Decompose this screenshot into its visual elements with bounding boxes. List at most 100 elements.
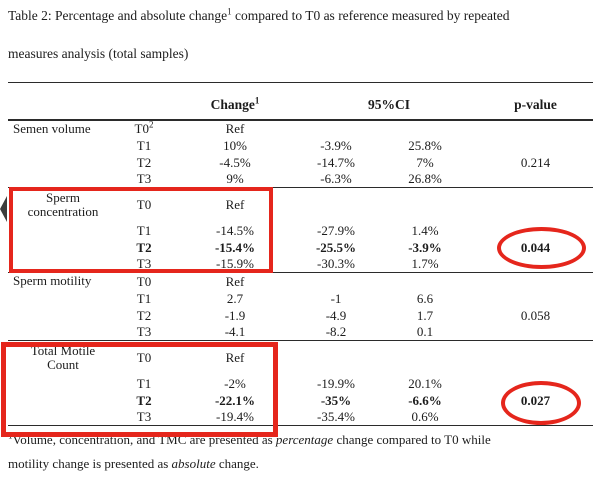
caption-superscript: 1 <box>227 6 232 17</box>
cell-change: 9% <box>226 171 244 187</box>
cell-parameter-label <box>8 239 118 256</box>
col-header-ci: 95%CI <box>368 96 411 112</box>
cell-pvalue <box>478 171 593 188</box>
cell-ci-low: -35.4% <box>317 409 355 425</box>
cell-change: Ref <box>225 273 245 289</box>
cell-ci-high: 6.6 <box>416 290 434 306</box>
cell-timepoint: T1 <box>136 375 152 391</box>
table-row: T1 2.7 -1 6.6 <box>8 290 593 307</box>
cell-ci-low: -30.3% <box>317 256 355 272</box>
results-table: Change1 95%CI p-value Semen volume T02 Ref… <box>8 82 594 426</box>
cell-ci-high: -3.9% <box>408 239 442 255</box>
cell-timepoint: T1 <box>136 222 152 238</box>
table-header: Change1 95%CI p-value <box>8 83 594 120</box>
table-row: Sperm motility T0 Ref <box>8 273 593 290</box>
cell-parameter-label <box>8 375 118 392</box>
cell-timepoint: T3 <box>136 409 152 425</box>
cell-ci-low <box>300 341 372 375</box>
header-row: Change1 95%CI p-value <box>8 83 593 120</box>
cell-ci-low: -27.9% <box>317 222 355 238</box>
cell-ci-high: 0.6% <box>411 409 439 425</box>
cell-ci-high <box>372 341 478 375</box>
table-row: T2 -4.5% -14.7% 7% 0.214 <box>8 154 593 171</box>
table-row: T3 9% -6.3% 26.8% <box>8 171 593 188</box>
cell-ci-low <box>300 120 372 137</box>
table-row: Semen volume T02 Ref <box>8 120 593 137</box>
cell-pvalue <box>478 137 593 154</box>
cell-pvalue <box>478 188 593 222</box>
col-header-pvalue: p-value <box>514 96 557 112</box>
cell-parameter-label <box>8 222 118 239</box>
cell-pvalue <box>478 256 593 273</box>
cell-change: 10% <box>223 137 247 153</box>
cell-parameter-label <box>8 171 118 188</box>
cell-change: -4.5% <box>219 154 251 170</box>
cell-pvalue <box>478 409 593 426</box>
cell-timepoint: T02 <box>134 119 154 136</box>
cell-pvalue <box>478 273 593 290</box>
footnote-line-2: motility change is presented as absolute… <box>8 454 592 478</box>
table-row: T1 -2% -19.9% 20.1% <box>8 375 593 392</box>
cell-timepoint: T3 <box>136 256 152 272</box>
col-header-empty <box>118 83 170 120</box>
table-row: T1 10% -3.9% 25.8% <box>8 137 593 154</box>
cell-parameter-label: Sperm motility <box>13 273 92 289</box>
cell-ci-high: 1.4% <box>411 222 439 238</box>
cell-timepoint: T2 <box>136 154 152 170</box>
table-row: T2 -22.1% -35% -6.6% 0.027 <box>8 392 593 409</box>
cell-parameter-label <box>8 137 118 154</box>
cell-pvalue <box>478 120 593 137</box>
cell-pvalue <box>478 290 593 307</box>
col-header-change-superscript: 1 <box>254 95 260 106</box>
cell-ci-low <box>300 188 372 222</box>
cell-change: -19.4% <box>216 409 254 425</box>
cell-pvalue <box>478 341 593 375</box>
cell-timepoint: T2 <box>136 307 152 323</box>
cell-pvalue: 0.027 <box>520 392 551 408</box>
caption-line-1: Table 2: Percentage and absolute change1… <box>8 6 592 44</box>
cell-ci-low: -8.2 <box>325 324 347 340</box>
cell-ci-low: -4.9 <box>325 307 347 323</box>
cell-ci-low: -6.3% <box>320 171 352 187</box>
cell-ci-high: 26.8% <box>408 171 442 187</box>
cell-parameter-label <box>8 392 118 409</box>
cell-ci-high: 25.8% <box>408 137 442 153</box>
table-row: T3 -4.1 -8.2 0.1 <box>8 324 593 341</box>
section-total-motile-count: Total Motile Count T0 Ref T1 -2% -19.9% 20.1% T2… <box>8 340 594 426</box>
section-semen-volume: Semen volume T02 Ref T1 10% -3.9% 25.8% T2 -4.5%… <box>8 119 594 188</box>
col-header-change: Change1 <box>170 83 300 120</box>
footnote: 1Volume, concentration, and TMC are pres… <box>8 430 592 478</box>
col-header-empty <box>8 83 118 120</box>
cell-change: Ref <box>225 350 245 366</box>
cell-parameter-label <box>8 307 118 324</box>
cell-ci-high: 1.7 <box>416 307 434 323</box>
cell-ci-low: -14.7% <box>317 154 355 170</box>
cell-pvalue <box>478 324 593 341</box>
cell-ci-low: -3.9% <box>320 137 352 153</box>
cell-timepoint: T2 <box>136 392 152 408</box>
cell-parameter-label <box>8 409 118 426</box>
cell-change: -4.1 <box>224 324 246 340</box>
cell-ci-high: 0.1 <box>416 324 434 340</box>
caption-line-2: measures analysis (total samples) <box>8 46 189 61</box>
cell-timepoint: T3 <box>136 171 152 187</box>
cell-change: -15.4% <box>214 239 256 255</box>
section-sperm-motility: Sperm motility T0 Ref T1 2.7 -1 6.6 T2 -1.9 -4.9 1… <box>8 272 594 341</box>
cell-ci-high: 1.7% <box>411 256 439 272</box>
cell-ci-high <box>372 273 478 290</box>
margin-arrow-marker <box>0 196 7 222</box>
cell-pvalue <box>478 375 593 392</box>
cell-parameter-label <box>8 324 118 341</box>
table-row: Sperm concentration T0 Ref <box>8 188 593 222</box>
cell-ci-high: 20.1% <box>408 375 442 391</box>
cell-parameter-label <box>8 154 118 171</box>
cell-timepoint: T0 <box>136 273 152 289</box>
footnote-text-2: motility change is presented as absolute… <box>8 456 259 471</box>
cell-timepoint: T1 <box>136 290 152 306</box>
cell-ci-low <box>300 273 372 290</box>
table-row: T2 -15.4% -25.5% -3.9% 0.044 <box>8 239 593 256</box>
cell-ci-low: -1 <box>330 290 342 306</box>
cell-pvalue <box>478 222 593 239</box>
cell-pvalue: 0.214 <box>520 154 551 170</box>
cell-change: Ref <box>225 197 245 213</box>
